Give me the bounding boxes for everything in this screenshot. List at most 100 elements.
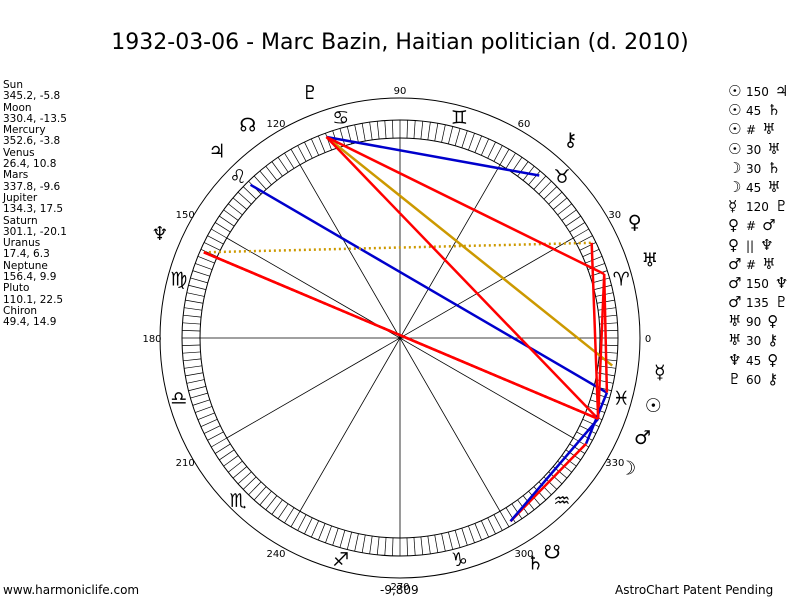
degree-tick (318, 523, 326, 541)
degree-tick (392, 120, 394, 139)
degree-tick (548, 191, 563, 205)
aspect-row: ☉ 30 ♅ (728, 140, 798, 159)
degree-tick (493, 145, 503, 162)
aspect-planet-2: ♅ (762, 120, 776, 139)
degree-tick (339, 128, 346, 146)
degree-tick (195, 263, 213, 270)
degree-tick (511, 503, 523, 519)
degree-tick (200, 419, 218, 427)
degree-tick (259, 170, 272, 186)
degree-tick (290, 149, 301, 165)
aspect-row: ☿ 120 ♇ (728, 197, 798, 216)
degree-tick (585, 256, 603, 264)
degree-label: 150 (176, 210, 195, 221)
degree-tick (392, 537, 394, 556)
degree-tick (599, 344, 618, 346)
position-coords: 352.6, -3.8 (3, 135, 61, 148)
degree-tick (487, 517, 496, 535)
aspect-type: || (746, 238, 755, 253)
aspect-planet-1: ♂ (728, 293, 742, 312)
degree-tick (565, 449, 581, 461)
aspect-planet-1: ☉ (728, 120, 742, 139)
degree-tick (304, 517, 313, 535)
aspect-type: # (746, 123, 757, 138)
degree-tick (203, 425, 221, 434)
aspect-row: ♂ 150 ♆ (728, 274, 798, 293)
aspect-row: ♂ 135 ♇ (728, 293, 798, 312)
degree-tick (183, 314, 202, 318)
degree-label: 0 (645, 334, 651, 345)
position-name: Neptune (3, 259, 48, 272)
aspect-line (203, 251, 599, 421)
aspect-planet-1: ☽ (728, 158, 742, 177)
degree-tick (186, 379, 205, 384)
degree-tick (185, 372, 204, 377)
degree-tick (474, 135, 482, 153)
pluto-glyph: ♇ (301, 82, 318, 104)
degree-tick (461, 528, 468, 546)
degree-tick (265, 495, 278, 511)
degree-tick (413, 120, 416, 139)
aspect-type: 30 (746, 334, 762, 349)
degree-tick (420, 536, 424, 555)
zodiac-sign-glyph: ♑ (451, 549, 468, 571)
aspect-row: ☽ 30 ♄ (728, 159, 798, 178)
degree-tick (565, 215, 581, 227)
zodiac-sign-glyph: ♉ (553, 166, 570, 188)
degree-tick (376, 121, 380, 140)
aspect-line (602, 273, 609, 393)
jupiter-glyph: ♃ (208, 140, 225, 162)
degree-tick (211, 437, 227, 448)
degree-tick (185, 299, 204, 304)
position-coords: 26.4, 10.8 (3, 158, 57, 171)
degree-tick (406, 120, 408, 139)
degree-label: 120 (266, 119, 285, 130)
degree-label: 60 (518, 119, 531, 130)
degree-tick (420, 121, 424, 140)
aspect-type: 30 (746, 142, 762, 157)
degree-tick (271, 499, 283, 515)
zodiac-sign-glyph: ♒ (553, 490, 570, 512)
degree-tick (203, 242, 221, 251)
degree-tick (207, 235, 224, 245)
aspect-type: 150 (746, 85, 769, 99)
position-coords: 301.1, -20.1 (3, 225, 67, 238)
degree-tick (232, 197, 248, 210)
position-coords: 134.3, 17.5 (3, 203, 64, 216)
degree-tick (253, 175, 267, 190)
zodiac-sign-glyph: ♈ (613, 269, 630, 291)
aspect-line (325, 136, 600, 420)
position-coords: 345.2, -5.8 (3, 90, 61, 103)
degree-tick (354, 533, 359, 552)
aspect-planet-2: ⚷ (767, 331, 779, 350)
degree-tick (493, 514, 503, 531)
degree-tick (188, 386, 207, 392)
aspect-planet-1: ♀ (728, 216, 739, 235)
degree-tick (384, 537, 387, 556)
degree-tick (448, 126, 454, 145)
aspect-planet-2: ♀ (767, 312, 779, 331)
aspect-planet-1: ♇ (728, 369, 742, 388)
degree-tick (561, 209, 577, 221)
degree-tick (211, 228, 227, 239)
degree-tick (569, 443, 586, 454)
aspect-planet-1: ☿ (728, 197, 738, 216)
degree-tick (517, 161, 529, 177)
degree-tick (448, 531, 454, 550)
uranus-glyph: ♅ (641, 250, 658, 272)
degree-tick (304, 141, 313, 159)
degree-tick (325, 525, 332, 543)
degree-tick (587, 406, 605, 413)
degree-tick (441, 533, 446, 552)
aspect-planet-2: ♅ (762, 254, 776, 273)
aspect-row: ☽ 45 ♅ (728, 178, 798, 197)
position-name: Mercury (3, 124, 46, 137)
aspect-line (326, 135, 540, 177)
degree-tick (434, 123, 439, 142)
degree-tick (557, 203, 573, 216)
aspect-planet-2: ♃ (774, 82, 789, 100)
zodiac-sign-glyph: ♓ (613, 387, 630, 409)
degree-tick (318, 135, 326, 153)
degree-tick (599, 351, 618, 354)
degree-tick (195, 406, 213, 413)
